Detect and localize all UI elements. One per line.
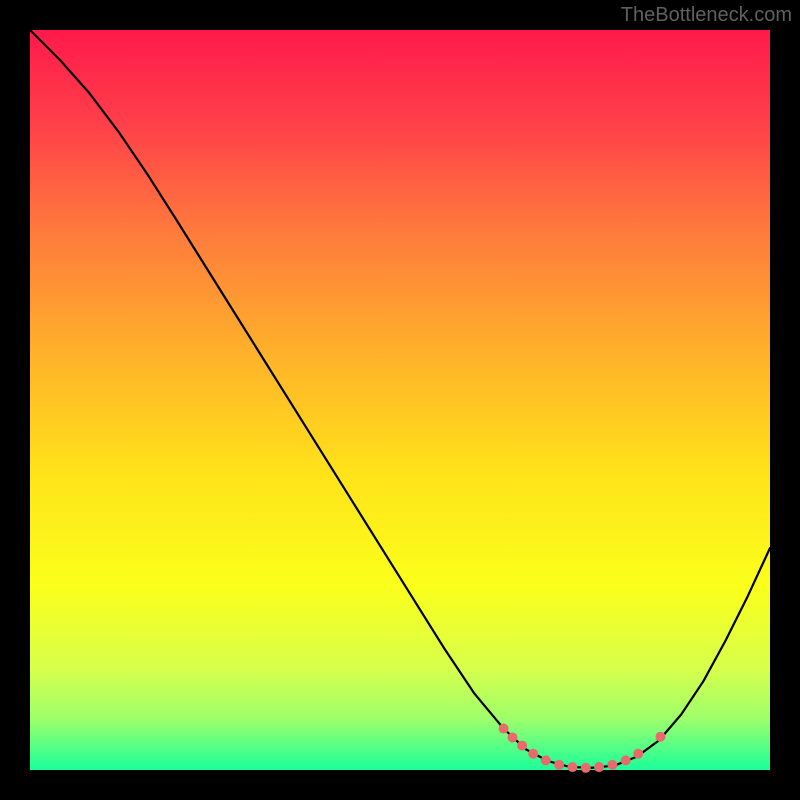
highlight-dots-group (499, 724, 666, 773)
highlight-dot (517, 741, 527, 751)
highlight-dot (507, 732, 517, 742)
bottleneck-curve (30, 30, 770, 768)
highlight-dot (528, 749, 538, 759)
highlight-dot (554, 760, 564, 770)
highlight-dot (541, 755, 551, 765)
chart-plot-area (30, 30, 770, 770)
highlight-dot (621, 755, 631, 765)
highlight-dot (607, 760, 617, 770)
highlight-dot (594, 762, 604, 772)
highlight-dot (633, 749, 643, 759)
chart-overlay (30, 30, 770, 770)
highlight-dot (581, 763, 591, 773)
attribution-text: TheBottleneck.com (621, 4, 792, 27)
highlight-dot (655, 732, 665, 742)
highlight-dot (499, 724, 509, 734)
highlight-dot (567, 762, 577, 772)
